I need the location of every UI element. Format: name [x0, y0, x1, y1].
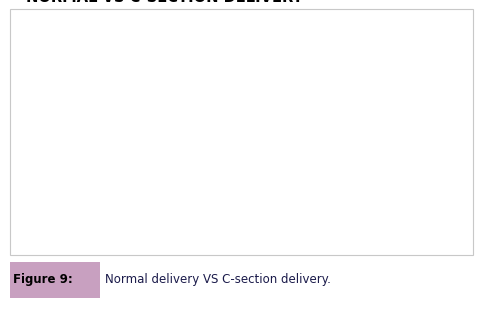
Legend: 1 NORMAL, 2 C-SECTION: 1 NORMAL, 2 C-SECTION [289, 118, 385, 159]
Wedge shape [69, 39, 161, 148]
Bar [10, 262, 100, 298]
Text: Figure 9:: Figure 9: [14, 273, 73, 286]
Text: 28%: 28% [113, 97, 142, 110]
Title: NORMAL VS C-SECTION DELIVERY: NORMAL VS C-SECTION DELIVERY [26, 0, 303, 5]
Wedge shape [75, 43, 258, 227]
Text: 72%: 72% [186, 158, 216, 171]
Text: Normal delivery VS C-section delivery.: Normal delivery VS C-section delivery. [105, 273, 330, 286]
